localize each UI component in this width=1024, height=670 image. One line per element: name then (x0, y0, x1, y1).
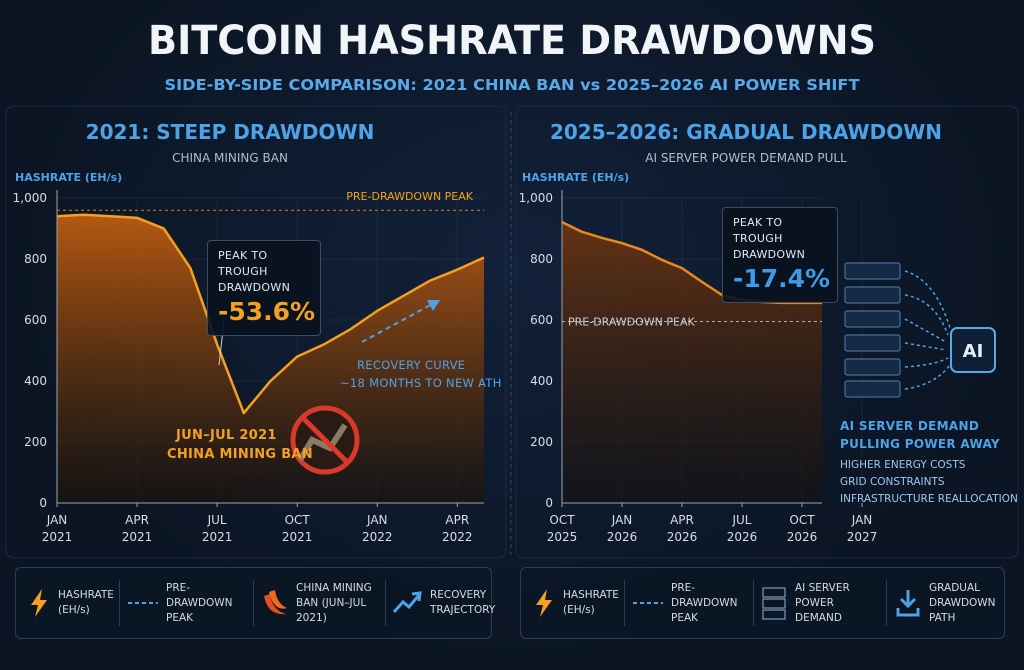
area-fill (57, 214, 484, 503)
y-tick-label: 400 (530, 374, 553, 388)
area-fill (562, 222, 822, 503)
separator (624, 580, 625, 626)
callout-label: PEAK TO TROUGH DRAWDOWN (218, 249, 291, 294)
x-tick-label: APR 2022 (442, 513, 473, 544)
y-tick-label: 200 (24, 435, 47, 449)
server-stack (844, 262, 901, 398)
y-tick-label: 1,000 (13, 191, 47, 205)
chart-subtitle: AI SERVER POWER DEMAND PULL (645, 151, 847, 165)
separator (385, 580, 386, 626)
x-tick-label: OCT 2021 (282, 513, 313, 544)
legend-item: RECOVERY TRAJECTORY (392, 568, 500, 638)
legend-item: PRE-DRAWDOWN PEAK (633, 568, 751, 638)
x-tick-label: JUL 2021 (202, 513, 233, 544)
callout: PEAK TO TROUGH DRAWDOWN -53.6% (207, 240, 321, 336)
y-tick-label: 0 (545, 496, 553, 510)
y-tick-label: 200 (530, 435, 553, 449)
legend-text: PRE-DRAWDOWN PEAK (671, 581, 738, 624)
panel-frame (515, 105, 1019, 559)
legend-text: CHINA MINING BAN (JUN–JUL 2021) (296, 581, 372, 624)
annotation: RECOVERY CURVE (357, 358, 466, 372)
hashrate-line (56, 213, 485, 415)
legend-text: GRADUAL DRAWDOWN PATH (929, 581, 996, 624)
plots: 0 200 400 600 800 1,000 JAN 2021 APR 2021 JUL 2021 O… (13, 190, 878, 544)
x-tick-label: JUL 2026 (727, 513, 758, 544)
ai-factor: INFRASTRUCTURE REALLOCATION (840, 493, 1018, 505)
legend-icon (31, 589, 47, 617)
legend-text: HASHRATE (EH/s) (563, 589, 619, 616)
x-tick-label: JAN 2021 (42, 513, 73, 544)
separator (119, 580, 120, 626)
y-tick-label: 600 (530, 313, 553, 327)
annotation: JUN–JUL 2021 (176, 428, 277, 443)
legend-text: PRE-DRAWDOWN PEAK (166, 581, 233, 624)
ai-factor: HIGHER ENERGY COSTS (840, 459, 966, 471)
legend-text: RECOVERY TRAJECTORY (430, 589, 496, 616)
ai-factor: GRID CONSTRAINTS (840, 476, 945, 488)
y-tick-label: 400 (24, 374, 47, 388)
callout-value: -53.6% (218, 297, 316, 326)
legend-text: HASHRATE (EH/s) (58, 589, 114, 616)
legend-text: AI SERVER POWER DEMAND (795, 581, 850, 624)
legend-item: HASHRATE (EH/s) (28, 568, 118, 638)
x-tick-label: JAN 2026 (607, 513, 638, 544)
arrow-head (427, 300, 440, 311)
ai-chip (950, 327, 996, 373)
annotation: CHINA MINING BAN (167, 447, 313, 462)
legend-icon (536, 589, 552, 617)
y-tick-label: 1,000 (519, 191, 553, 205)
legend-icon (896, 590, 920, 617)
legend-icon (128, 602, 158, 604)
x-tick-label: OCT 2025 (547, 513, 578, 544)
page-subtitle: SIDE-BY-SIDE COMPARISON: 2021 CHINA BAN … (165, 76, 861, 94)
separator (753, 580, 754, 626)
legend-icon (392, 591, 422, 614)
y-axis-label: HASHRATE (EH/s) (522, 171, 629, 184)
page-title: BITCOIN HASHRATE DRAWDOWNS (148, 18, 876, 64)
ai-headline: PULLING POWER AWAY (840, 437, 1000, 451)
legend-icon (264, 590, 287, 615)
ban-icon (290, 405, 360, 475)
x-tick-label: JAN 2027 (847, 513, 878, 544)
reference-label: PRE-DRAWDOWN PEAK (346, 190, 474, 203)
legend: HASHRATE (EH/s) PRE-DRAWDOWN PEAK CHINA … (15, 567, 495, 639)
legend-item: HASHRATE (EH/s) (533, 568, 623, 638)
legend-item: CHINA MINING BAN (JUN–JUL 2021) (260, 568, 386, 638)
x-tick-label: APR 2026 (667, 513, 698, 544)
callout: PEAK TO TROUGH DRAWDOWN -17.4% (722, 207, 838, 303)
chart-subtitle: CHINA MINING BAN (172, 151, 288, 165)
legend: HASHRATE (EH/s) PRE-DRAWDOWN PEAK AI SER… (520, 567, 1005, 639)
power-arrows (904, 270, 951, 390)
reference-label: PRE-DRAWDOWN PEAK (568, 316, 696, 329)
separator (886, 580, 887, 626)
x-tick-label: OCT 2026 (787, 513, 818, 544)
panel-frame (5, 105, 507, 559)
x-tick-label: APR 2021 (122, 513, 153, 544)
legend-item: PRE-DRAWDOWN PEAK (128, 568, 256, 638)
legend-item: GRADUAL DRAWDOWN PATH (895, 568, 997, 638)
y-tick-label: 800 (530, 252, 553, 266)
y-tick-label: 600 (24, 313, 47, 327)
callout-value: -17.4% (733, 264, 831, 293)
legend-item: AI SERVER POWER DEMAND (761, 568, 880, 638)
ai-chip-label: AI (963, 341, 984, 362)
chart-title: 2021: STEEP DRAWDOWN (86, 120, 375, 144)
annotation: ~18 MONTHS TO NEW ATH (340, 376, 502, 390)
y-tick-label: 800 (24, 252, 47, 266)
separator (253, 580, 254, 626)
y-tick-label: 0 (39, 496, 47, 510)
legend-icon (633, 602, 663, 604)
x-tick-label: JAN 2022 (362, 513, 393, 544)
legend-icon (762, 587, 786, 620)
callout-label: PEAK TO TROUGH DRAWDOWN (733, 216, 806, 261)
ai-headline: AI SERVER DEMAND (840, 419, 980, 433)
chart-title: 2025–2026: GRADUAL DRAWDOWN (550, 120, 942, 144)
y-axis-label: HASHRATE (EH/s) (15, 171, 122, 184)
